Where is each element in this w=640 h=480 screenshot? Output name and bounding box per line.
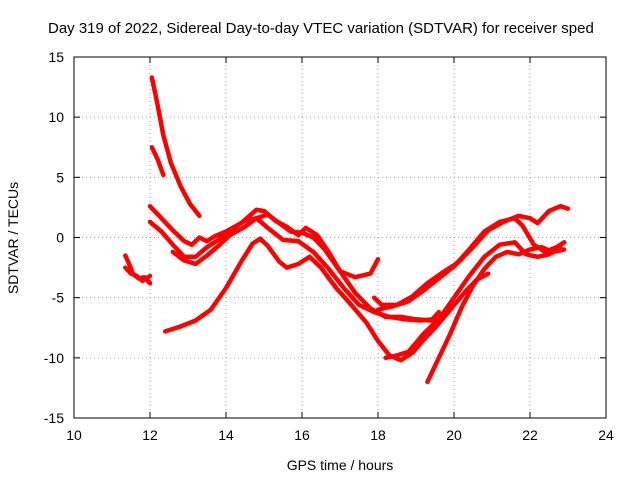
chart-title: Day 319 of 2022, Sidereal Day-to-day VTE… [48,20,594,37]
y-tick-label: 5 [56,169,64,185]
y-axis-label: SDTVAR / TECUs [5,182,21,294]
series-pass-4 [149,145,166,178]
series-pass-11 [383,240,563,361]
axis-ticks: 10 12 14 16 18 20 22 24 -15 -10 -5 0 5 10 15 [44,49,614,443]
x-tick-label: 12 [142,427,158,443]
series-pass-10 [375,215,567,312]
x-tick-label: 24 [598,427,614,443]
y-tick-label: -5 [52,290,65,306]
x-tick-label: 18 [370,427,386,443]
series-pass-12 [425,244,567,385]
series-pass-2 [123,265,153,284]
grid [74,57,606,418]
y-tick-label: 15 [48,49,64,65]
x-tick-label: 14 [218,427,234,443]
y-tick-label: -10 [44,350,64,366]
series-pass-8 [162,236,491,363]
y-tick-label: 0 [56,230,64,246]
x-tick-label: 22 [522,427,538,443]
x-tick-label: 10 [66,427,82,443]
x-axis-label: GPS time / hours [287,457,394,473]
x-tick-label: 20 [446,427,462,443]
y-tick-label: 10 [48,109,64,125]
series-pass-7 [170,212,442,323]
series-pass-3 [149,75,202,219]
y-tick-label: -15 [44,410,64,426]
x-tick-label: 16 [294,427,310,443]
data-series [123,75,571,385]
